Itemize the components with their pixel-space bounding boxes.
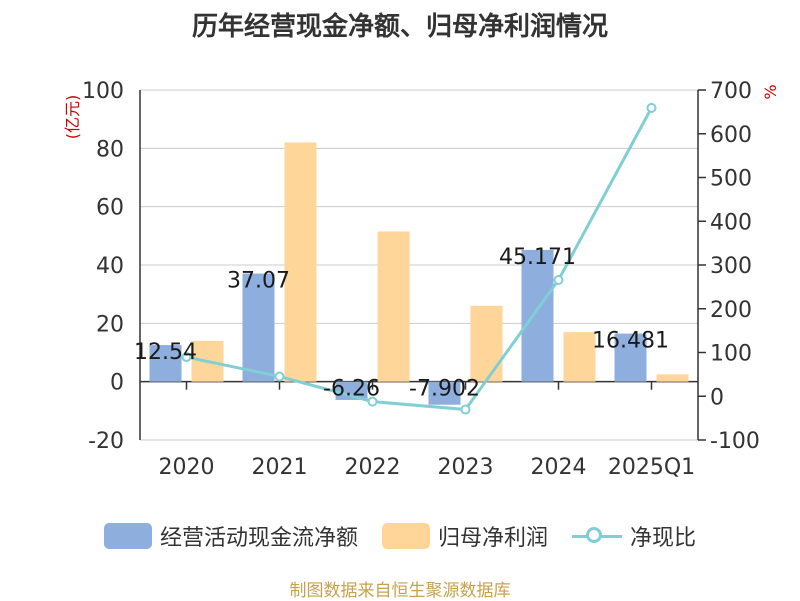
bar-cash-2023 <box>428 381 461 405</box>
legend-item-cash[interactable]: 经营活动现金流净额 <box>103 520 358 552</box>
category-label: 2020 <box>159 455 215 480</box>
right-tick-label: -100 <box>710 429 760 454</box>
bar-cash-2025Q1 <box>614 333 647 382</box>
left-tick-label: 0 <box>110 371 124 396</box>
left-axis-label: (亿元) <box>63 95 82 140</box>
legend-swatch-ratio <box>572 523 622 549</box>
bar-profit-2023 <box>470 305 503 382</box>
ratio-point-2025Q1 <box>646 102 657 113</box>
right-axis-label: % <box>761 84 780 99</box>
legend-item-profit[interactable]: 归母净利润 <box>381 520 548 552</box>
right-tick-label: 100 <box>710 342 752 367</box>
bar-profit-2022 <box>377 231 410 382</box>
legend-label-ratio: 净现比 <box>630 526 697 551</box>
ratio-point-2022 <box>367 396 378 407</box>
legend: 经营活动现金流净额 归母净利润 净现比 <box>0 516 800 556</box>
ratio-line <box>186 107 653 412</box>
right-tick-label: 300 <box>710 254 752 279</box>
cash-data-label: 12.54 <box>134 340 197 365</box>
legend-swatch-ratio-marker <box>586 527 602 543</box>
right-tick-label: 500 <box>710 167 752 192</box>
legend-label-profit: 归母净利润 <box>437 526 548 551</box>
bar-profit-2021 <box>284 142 317 382</box>
ratio-point-2024 <box>553 275 564 286</box>
cash-data-label: 16.481 <box>592 329 669 354</box>
right-tick-label: 200 <box>710 298 752 323</box>
legend-label-cash: 经营活动现金流净额 <box>159 526 358 551</box>
cash-data-label: -6.26 <box>323 377 380 402</box>
left-tick-label: 100 <box>82 79 124 104</box>
legend-item-ratio[interactable]: 净现比 <box>572 520 696 552</box>
bar-profit-2024 <box>563 332 596 382</box>
bar-cash-2021 <box>242 273 275 382</box>
left-tick-label: 20 <box>96 312 124 337</box>
category-label: 2023 <box>438 455 494 480</box>
left-tick-label: -20 <box>88 429 124 454</box>
category-label: 2024 <box>531 455 587 480</box>
bar-cash-2020 <box>149 345 182 382</box>
category-label: 2025Q1 <box>608 455 695 480</box>
legend-swatch-profit <box>381 523 430 549</box>
left-tick-label: 80 <box>96 137 124 162</box>
bar-cash-2022 <box>335 381 368 400</box>
cash-data-label: 37.07 <box>227 269 290 294</box>
left-tick-label: 40 <box>96 254 124 279</box>
ratio-point-2023 <box>460 404 471 415</box>
right-tick-label: 0 <box>710 385 724 410</box>
source-footer: 制图数据来自恒生聚源数据库 <box>289 581 511 601</box>
bar-profit-2025Q1 <box>656 374 689 382</box>
chart-title: 历年经营现金净额、归母净利润情况 <box>191 12 608 42</box>
category-label: 2022 <box>345 455 401 480</box>
right-tick-label: 700 <box>710 79 752 104</box>
legend-swatch-cash <box>103 523 152 549</box>
right-tick-label: 400 <box>710 210 752 235</box>
ratio-point-2021 <box>274 371 285 382</box>
left-tick-label: 60 <box>96 196 124 221</box>
cash-data-label: 45.171 <box>499 245 576 270</box>
right-tick-label: 600 <box>710 123 752 148</box>
bar-cash-2024 <box>521 249 554 382</box>
cash-data-label: -7.902 <box>409 377 480 402</box>
ratio-point-2020 <box>181 352 192 363</box>
category-label: 2021 <box>252 455 308 480</box>
